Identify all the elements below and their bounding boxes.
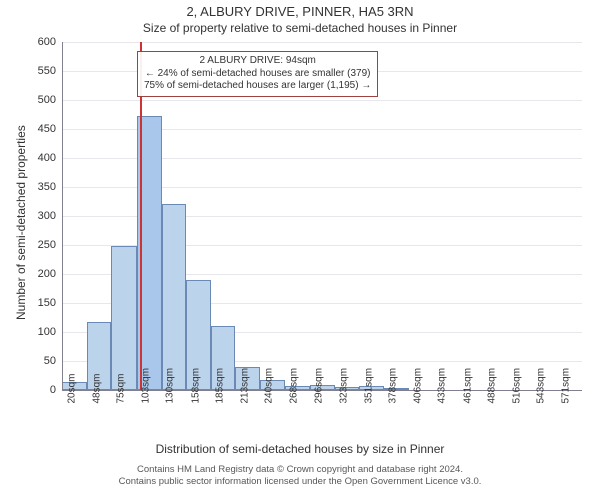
x-axis-label: Distribution of semi-detached houses by … [0,442,600,456]
y-tick-label: 450 [16,123,56,135]
y-tick-label: 400 [16,152,56,164]
histogram-bar [162,204,186,390]
chart-container: 2, ALBURY DRIVE, PINNER, HA5 3RN Size of… [0,0,600,500]
footer-text: Contains HM Land Registry data © Crown c… [0,464,600,488]
footer-line-1: Contains HM Land Registry data © Crown c… [0,464,600,476]
histogram-bar [111,246,136,390]
y-tick-label: 150 [16,297,56,309]
y-tick-label: 350 [16,181,56,193]
page-subtitle: Size of property relative to semi-detach… [0,21,600,35]
y-tick-label: 0 [16,384,56,396]
y-tick-label: 250 [16,239,56,251]
annotation-box: 2 ALBURY DRIVE: 94sqm← 24% of semi-detac… [137,51,378,97]
annotation-line-1: 2 ALBURY DRIVE: 94sqm [144,55,371,68]
y-tick-label: 300 [16,210,56,222]
y-tick-label: 100 [16,326,56,338]
y-axis-line [62,42,63,390]
y-tick-label: 50 [16,355,56,367]
annotation-line-3: 75% of semi-detached houses are larger (… [144,80,371,93]
y-tick-label: 200 [16,268,56,280]
y-tick-label: 500 [16,94,56,106]
page-title: 2, ALBURY DRIVE, PINNER, HA5 3RN [0,4,600,19]
footer-line-2: Contains public sector information licen… [0,476,600,488]
plot-area: 05010015020025030035040045050055060020sq… [62,42,582,390]
annotation-line-2: ← 24% of semi-detached houses are smalle… [144,68,371,81]
y-tick-label: 550 [16,65,56,77]
y-tick-label: 600 [16,36,56,48]
